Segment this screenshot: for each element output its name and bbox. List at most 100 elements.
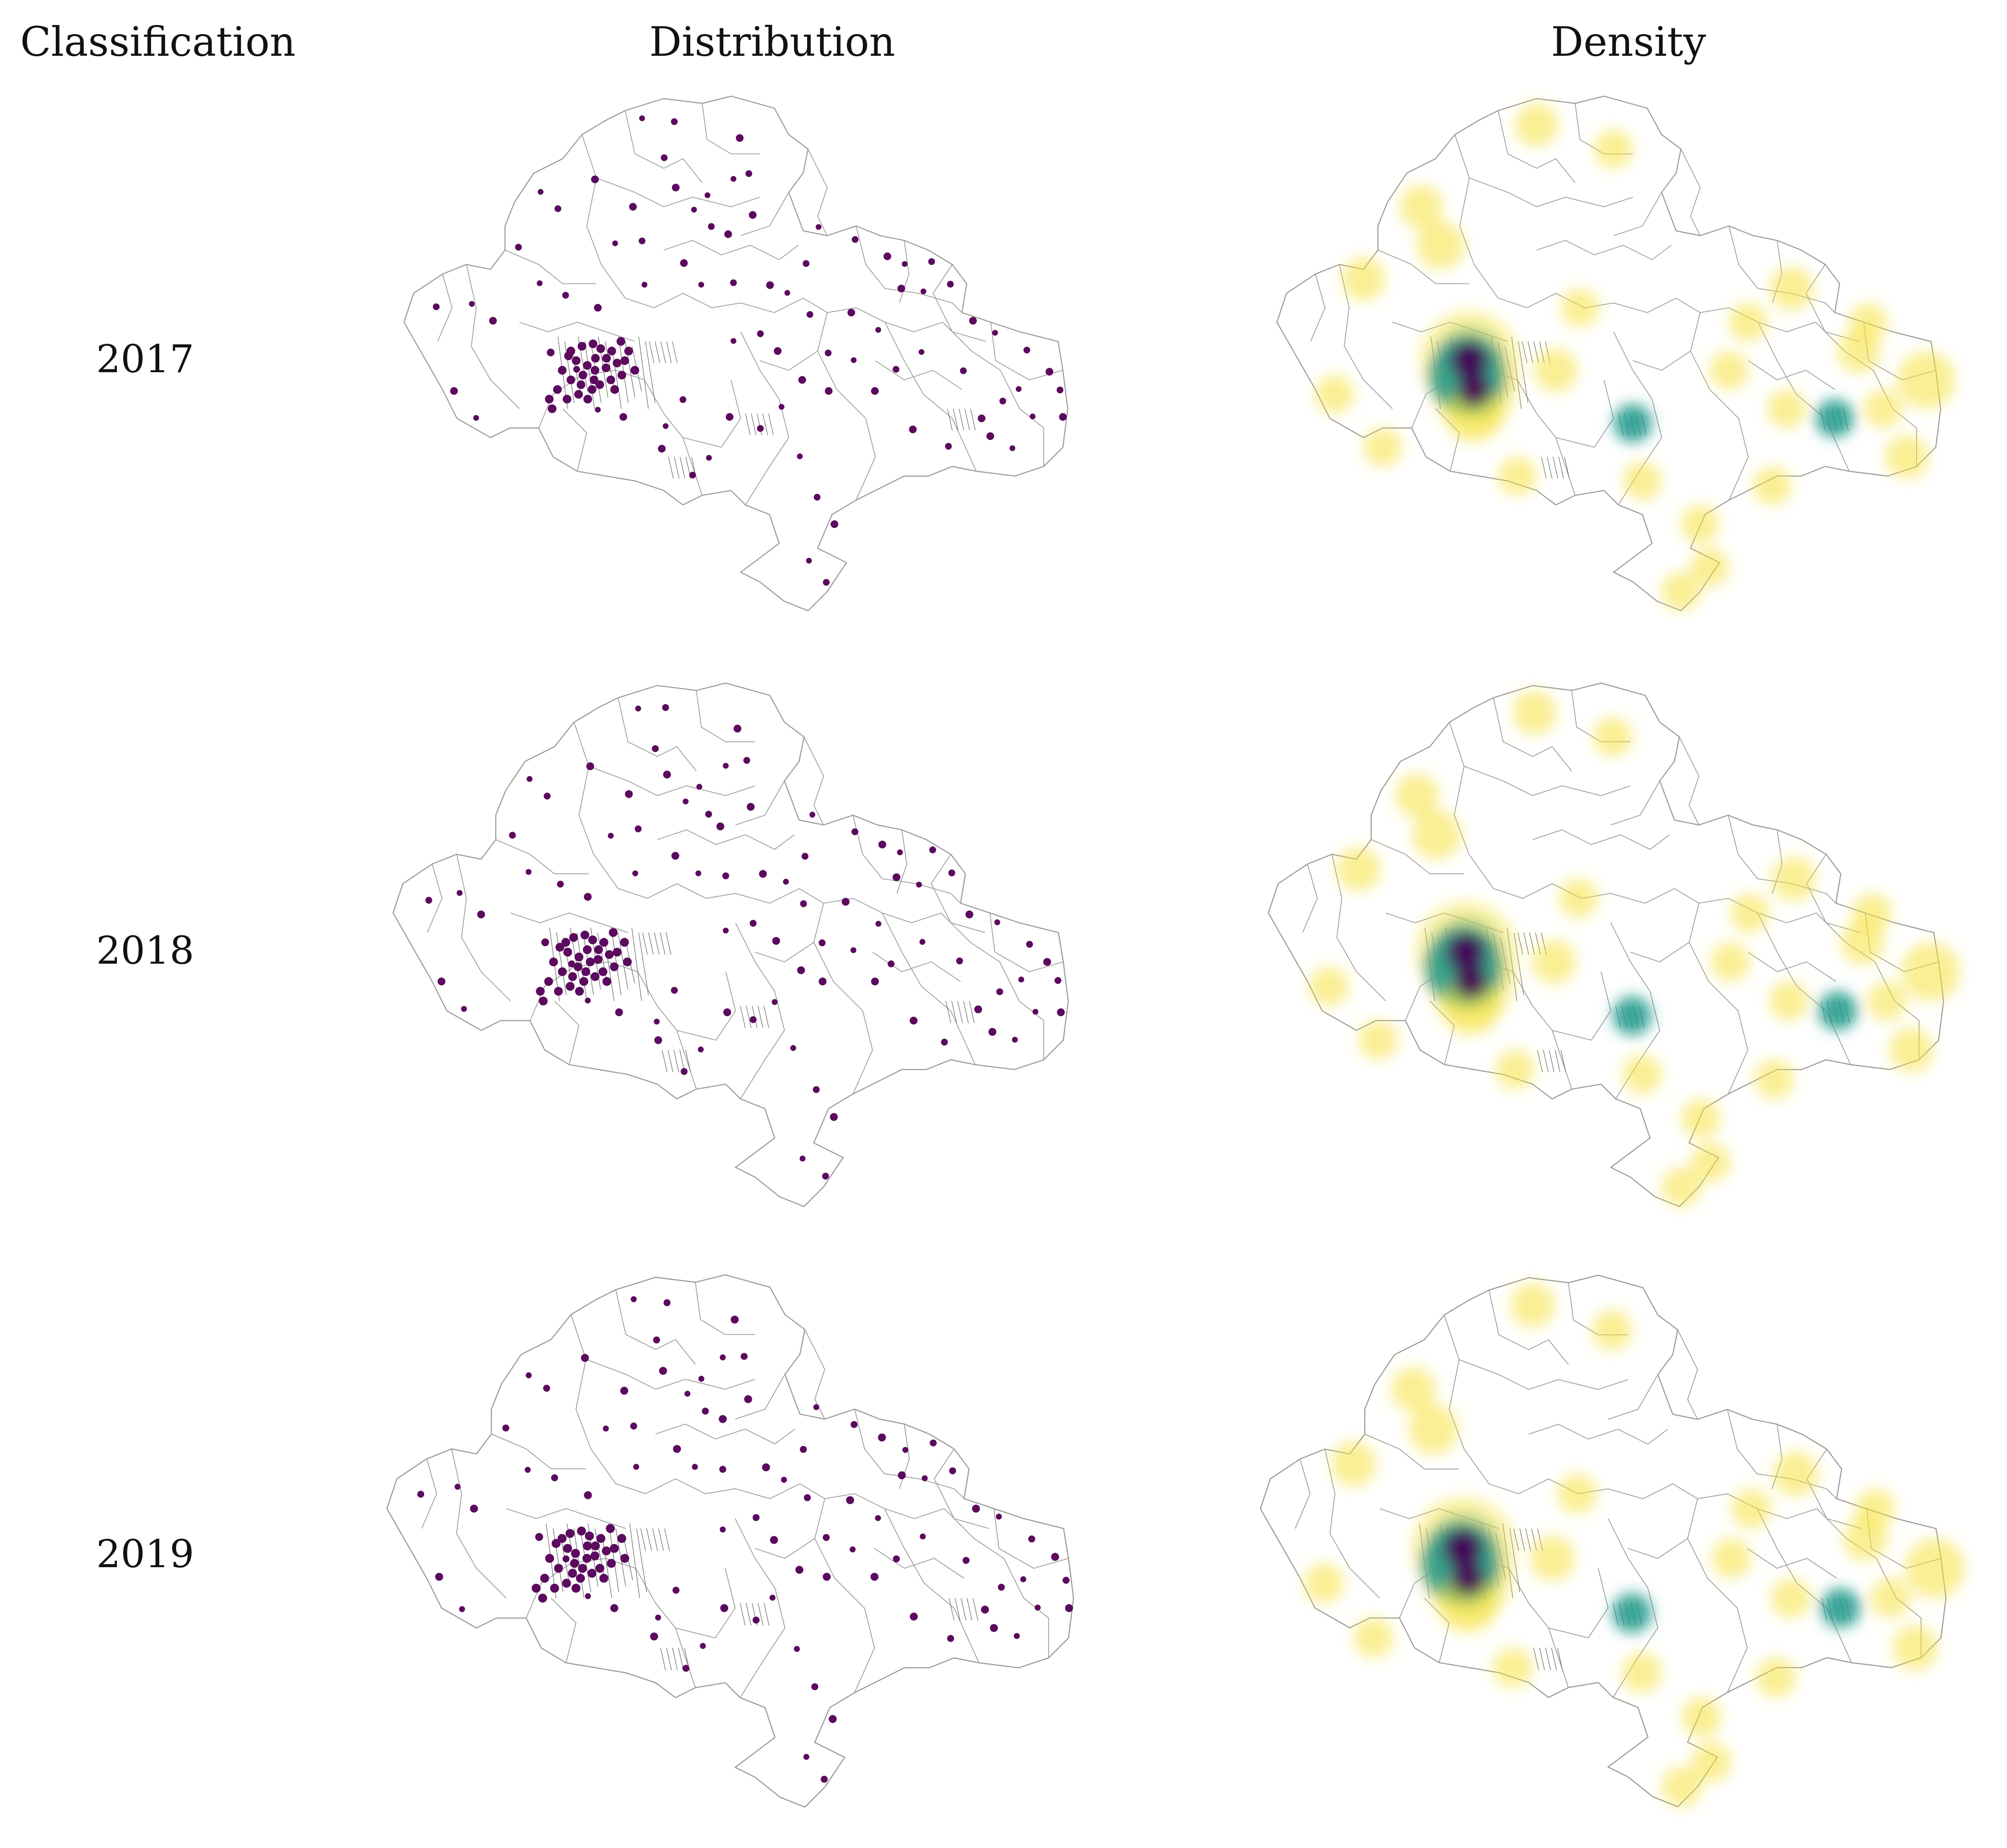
event-point <box>590 1551 600 1560</box>
event-point <box>797 453 803 459</box>
event-point <box>696 784 703 790</box>
event-point <box>731 176 736 182</box>
district-boundary <box>1302 864 1318 933</box>
event-point <box>945 443 952 450</box>
density-hotspot <box>1592 1310 1632 1350</box>
district-boundary <box>1555 379 1614 448</box>
road-segment <box>556 932 567 995</box>
event-point <box>887 960 895 968</box>
road-segment <box>672 341 678 364</box>
urban-network <box>549 928 975 1072</box>
event-point <box>602 354 611 363</box>
event-point <box>960 367 967 374</box>
event-point <box>655 1614 661 1621</box>
region-outline <box>1260 1274 1947 1808</box>
density-hotspot <box>1730 893 1769 933</box>
density-hotspot <box>1662 1167 1701 1207</box>
road-segment <box>1522 341 1527 364</box>
event-point <box>540 1573 549 1583</box>
density-hotspot <box>1893 1625 1938 1671</box>
density-hotspot <box>1358 1020 1398 1060</box>
road-segment <box>1513 1528 1519 1551</box>
district-boundary <box>573 722 594 855</box>
road-segment <box>946 1001 951 1023</box>
event-point <box>988 1028 997 1036</box>
event-point <box>538 189 543 195</box>
density-hotspot <box>1905 1538 1965 1598</box>
event-point <box>543 1384 550 1392</box>
district-boundary <box>1816 913 1919 1060</box>
event-point <box>557 1534 567 1543</box>
density-hotspot <box>1400 185 1443 228</box>
distribution-map-2017 <box>403 95 1069 612</box>
district-boundary <box>506 1508 626 1529</box>
event-point <box>965 910 973 918</box>
event-point <box>618 371 626 379</box>
event-point <box>850 1421 858 1428</box>
road-segment <box>963 1001 969 1023</box>
district-boundary <box>1687 1498 1748 1693</box>
event-point <box>563 1544 572 1553</box>
event-point <box>680 396 686 403</box>
event-point <box>673 1445 681 1453</box>
region-outline <box>386 1274 1074 1808</box>
district-boundary <box>1459 1359 1628 1390</box>
event-point <box>566 982 575 991</box>
event-point <box>909 1017 918 1025</box>
district-boundary <box>1498 110 1576 183</box>
event-point <box>830 1113 838 1121</box>
event-point <box>589 339 597 348</box>
event-point <box>663 770 671 779</box>
event-point <box>658 445 666 453</box>
density-surface <box>1304 1282 1965 1807</box>
distribution-map-2018 <box>392 682 1069 1207</box>
density-hotspot <box>1662 1767 1702 1807</box>
event-point <box>919 349 924 355</box>
event-point <box>990 1624 998 1632</box>
district-boundary <box>491 1433 586 1470</box>
density-hotspot <box>1818 991 1857 1031</box>
road-segment <box>1529 932 1535 955</box>
road-segment <box>668 1050 673 1072</box>
event-point <box>1012 1036 1018 1043</box>
event-point <box>586 957 595 967</box>
event-point <box>607 347 616 355</box>
density-hotspot <box>1336 847 1381 891</box>
event-point <box>541 938 549 946</box>
event-point <box>814 494 820 501</box>
event-point <box>562 1579 571 1588</box>
district-boundary <box>1816 1508 1922 1658</box>
road-segment <box>745 1603 752 1626</box>
road-segment <box>1564 456 1570 479</box>
density-hotspot <box>1731 1489 1771 1529</box>
event-point <box>633 1464 639 1470</box>
event-point <box>733 724 742 733</box>
district-boundary <box>562 408 587 472</box>
district-boundary <box>856 226 962 313</box>
density-hotspot <box>1493 1647 1533 1688</box>
event-point <box>892 873 901 881</box>
event-point <box>557 880 564 888</box>
density-hotspot <box>1515 103 1558 147</box>
district-boundary <box>1295 1458 1311 1529</box>
density-hotspot <box>1594 130 1633 168</box>
district-boundary <box>421 1458 437 1529</box>
district-boundary <box>1632 351 1691 371</box>
event-point <box>822 1534 830 1541</box>
district-boundary <box>803 737 824 825</box>
road-segment <box>955 1598 960 1621</box>
density-hotspot <box>1885 435 1929 478</box>
event-point <box>941 1039 948 1046</box>
event-point <box>602 977 611 986</box>
density-hotspot <box>1843 1516 1888 1561</box>
district-boundary <box>625 110 703 183</box>
event-point <box>610 1604 619 1612</box>
boundaries <box>1260 1274 1947 1808</box>
density-hotspot <box>1864 390 1902 428</box>
event-point <box>1057 387 1063 393</box>
event-point <box>719 1354 726 1360</box>
road-segment <box>584 341 595 409</box>
district-boundary <box>1464 766 1631 796</box>
density-hotspot <box>1309 967 1349 1006</box>
event-point <box>825 387 833 395</box>
